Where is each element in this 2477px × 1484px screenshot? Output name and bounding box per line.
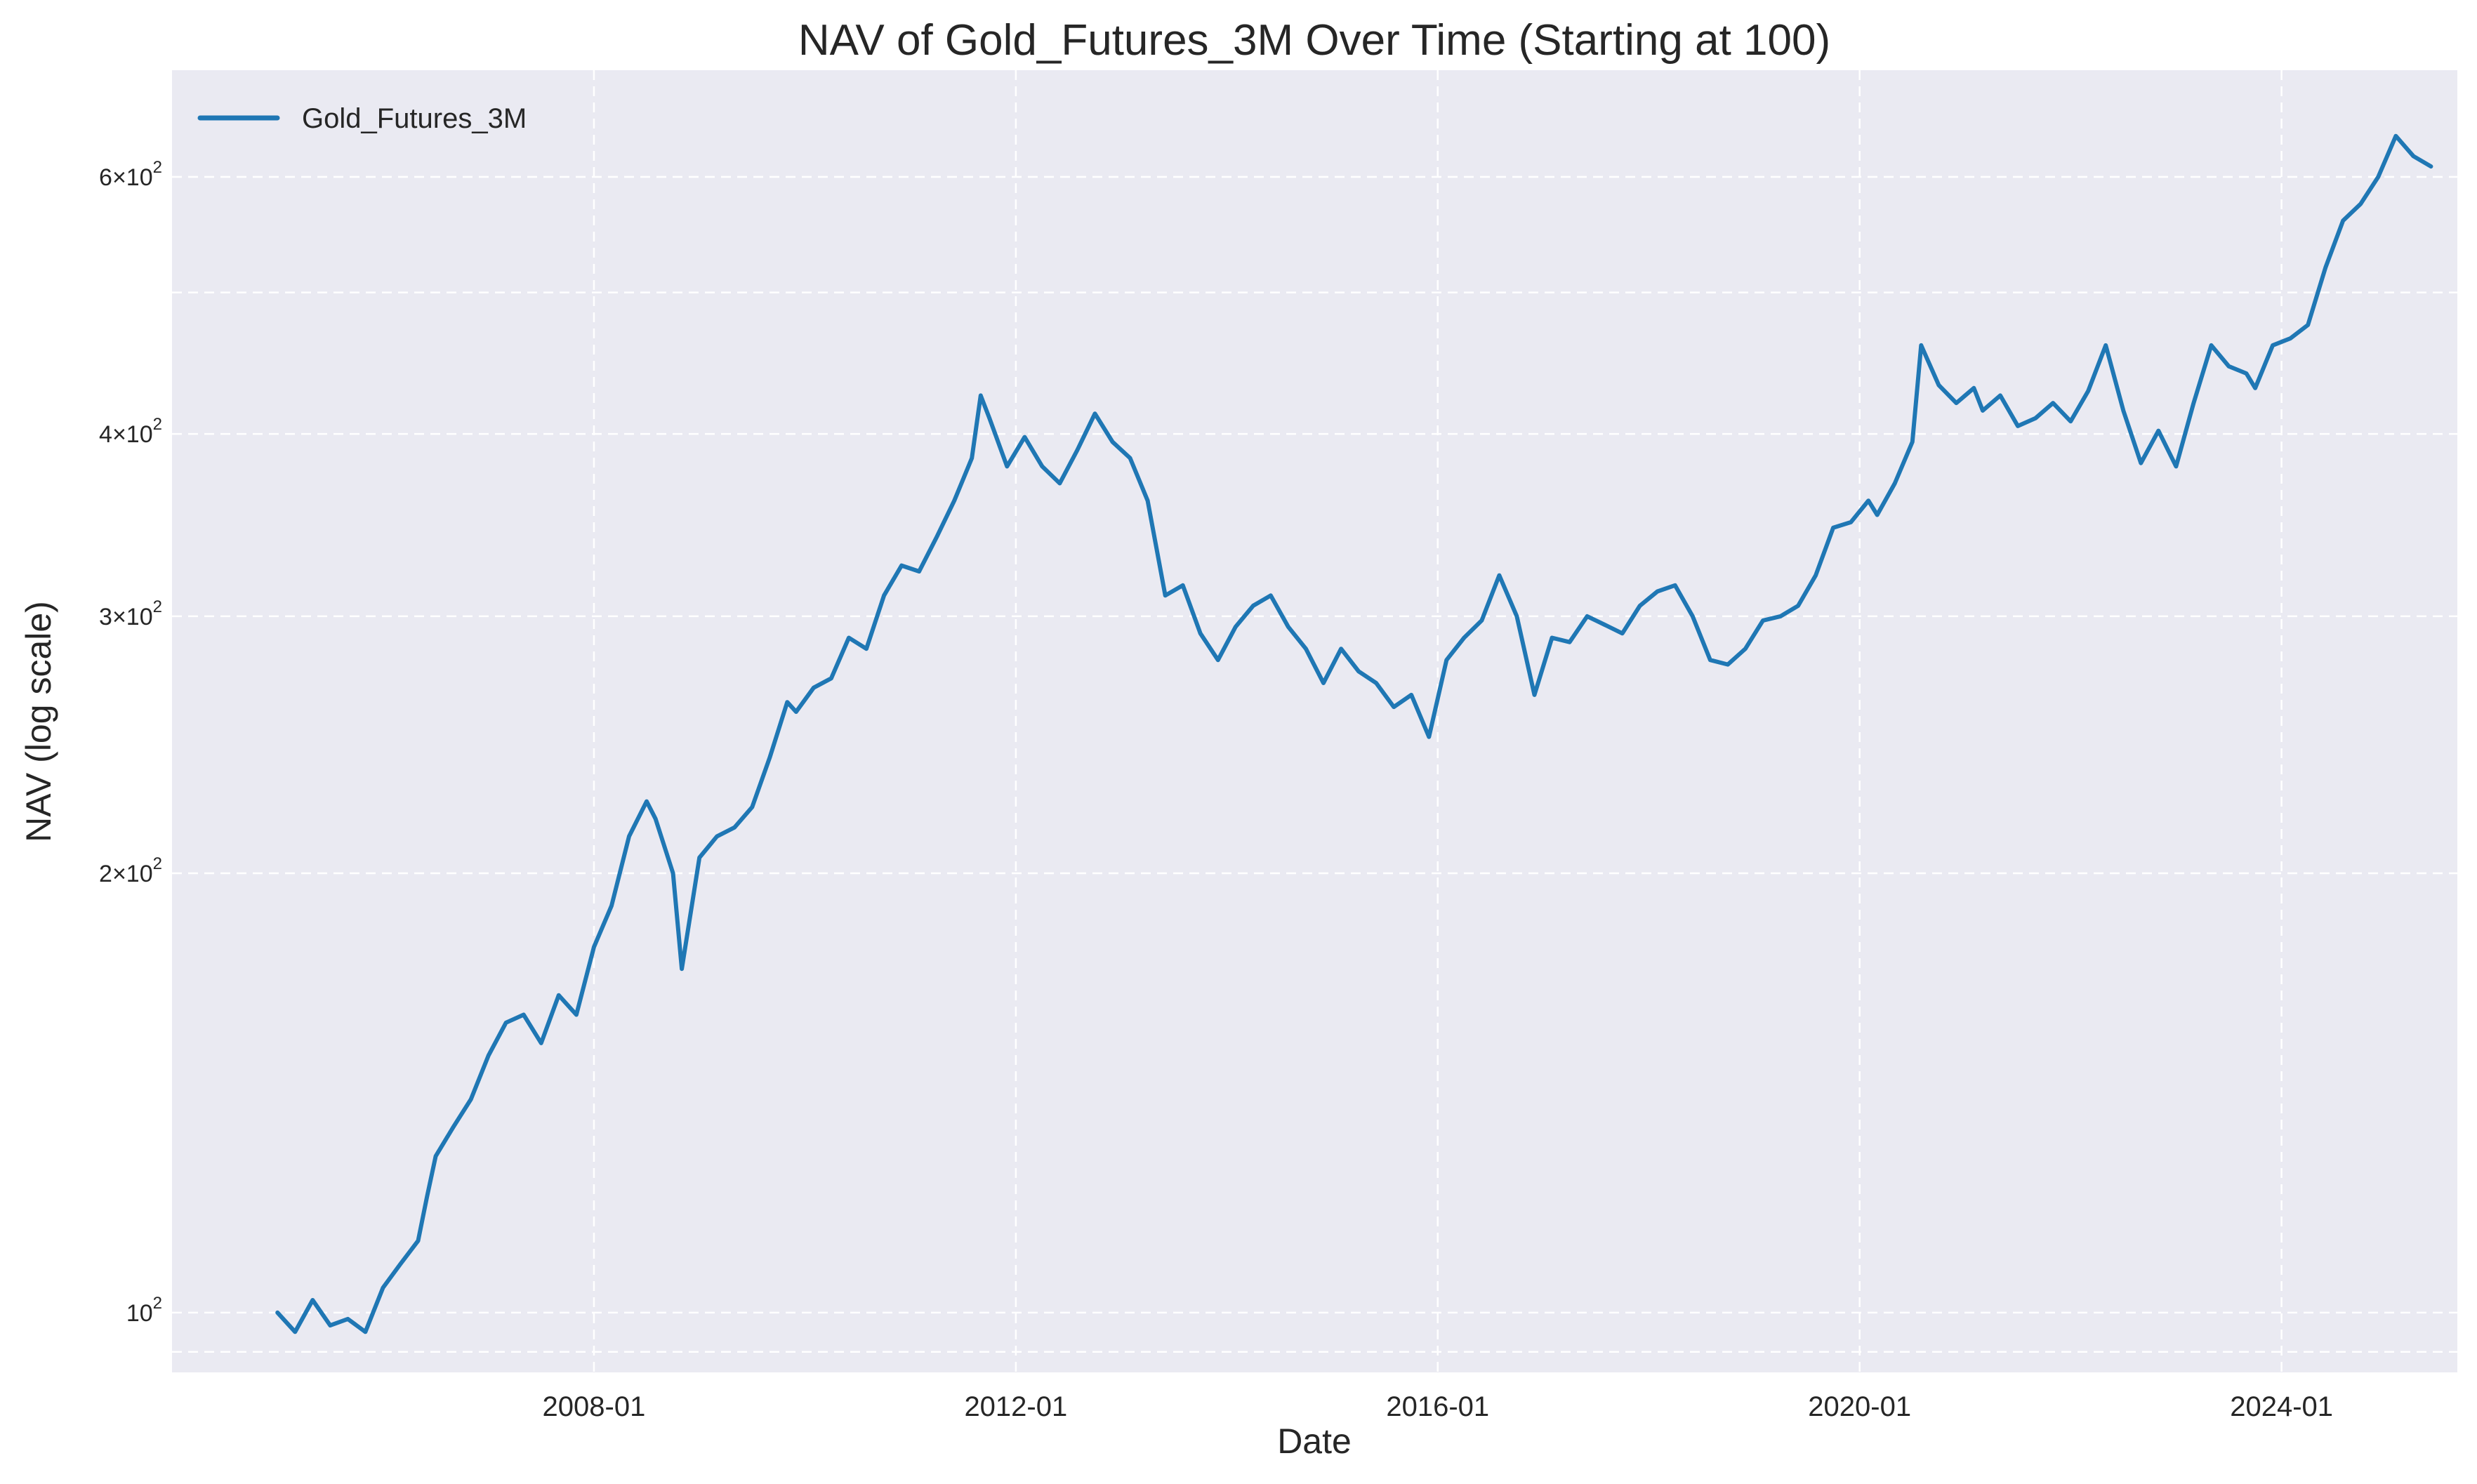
y-tick-exponent: 2 (153, 1294, 162, 1313)
chart-title: NAV of Gold_Futures_3M Over Time (Starti… (798, 16, 1830, 65)
gridlines (172, 70, 2457, 1372)
series-layer (275, 133, 2433, 1334)
y-tick-label: 2×102 (99, 854, 162, 887)
y-tick-label: 6×102 (99, 158, 162, 191)
y-tick-base: 2×10 (99, 861, 153, 887)
y-axis-label: NAV (log scale) (19, 601, 58, 842)
y-tick-base: 6×10 (99, 164, 153, 191)
legend: Gold_Futures_3M (197, 103, 527, 134)
y-tick-exponent: 2 (153, 854, 162, 873)
plot-area (172, 70, 2457, 1372)
y-tick-exponent: 2 (153, 158, 162, 177)
y-tick-label: 4×102 (99, 415, 162, 448)
y-tick-base: 4×10 (99, 421, 153, 448)
x-axis-ticks: 2008-01 2012-01 2016-01 2020-01 2024-01 (543, 1391, 2333, 1422)
y-tick-exponent: 2 (153, 597, 162, 616)
series-line-gold-futures-3m (275, 133, 2433, 1334)
x-tick-label: 2008-01 (543, 1391, 646, 1422)
x-tick-label: 2024-01 (2230, 1391, 2333, 1422)
x-tick-label: 2016-01 (1386, 1391, 1489, 1422)
y-tick-exponent: 2 (153, 415, 162, 434)
legend-label-gold-futures-3m: Gold_Futures_3M (302, 103, 527, 134)
x-axis-label: Date (1277, 1422, 1352, 1461)
x-tick-label: 2012-01 (964, 1391, 1067, 1422)
y-tick-label: 3×102 (99, 597, 162, 630)
y-tick-base: 10 (126, 1300, 153, 1327)
y-tick-label: 102 (126, 1294, 162, 1327)
y-tick-base: 3×10 (99, 604, 153, 630)
x-tick-label: 2020-01 (1808, 1391, 1911, 1422)
